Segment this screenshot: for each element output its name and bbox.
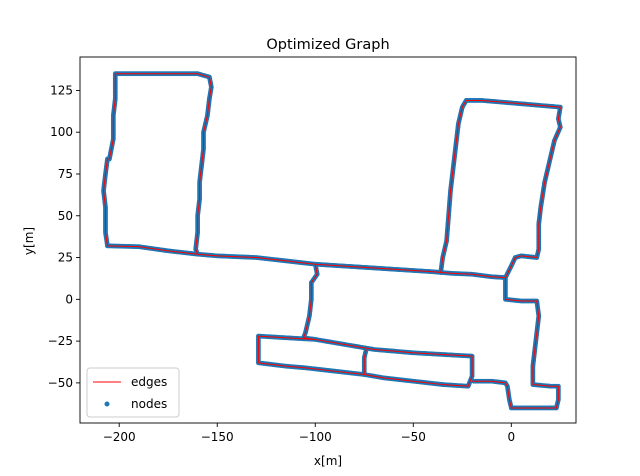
y-axis-label: y[m]: [22, 227, 36, 255]
x-tick-label: −200: [103, 430, 136, 444]
legend-edges-label: edges: [131, 375, 167, 389]
chart-title: Optimized Graph: [266, 37, 389, 53]
axes-frame: [79, 56, 577, 424]
x-tick-label: −50: [401, 430, 426, 444]
plot-area: [101, 71, 563, 411]
y-tick-label: 0: [65, 292, 73, 306]
x-tick-label: −100: [299, 430, 332, 444]
edge-line: [257, 264, 473, 387]
y-tick-label: −50: [48, 376, 73, 390]
edge-line: [440, 99, 561, 278]
y-tick-label: 100: [50, 125, 73, 139]
x-axis-label: x[m]: [314, 454, 342, 468]
legend-nodes-label: nodes: [131, 397, 167, 411]
legend-nodes-swatch: [104, 401, 110, 407]
edge-line: [472, 277, 559, 409]
x-tick-label: 0: [507, 430, 515, 444]
x-tick-label: −150: [201, 430, 234, 444]
legend-box: [86, 367, 180, 418]
y-tick-label: 50: [58, 209, 73, 223]
edge-line: [363, 349, 367, 375]
y-tick-label: 25: [58, 251, 73, 265]
edge-line: [103, 73, 212, 255]
axes: −200 −150 −100 −50 0 −50 −25 0 25 50 75 100 125: [48, 56, 577, 444]
legend: edges nodes: [86, 367, 180, 418]
y-tick-label: 125: [50, 83, 73, 97]
y-tick-label: 75: [58, 167, 73, 181]
y-tick-label: −25: [48, 334, 73, 348]
